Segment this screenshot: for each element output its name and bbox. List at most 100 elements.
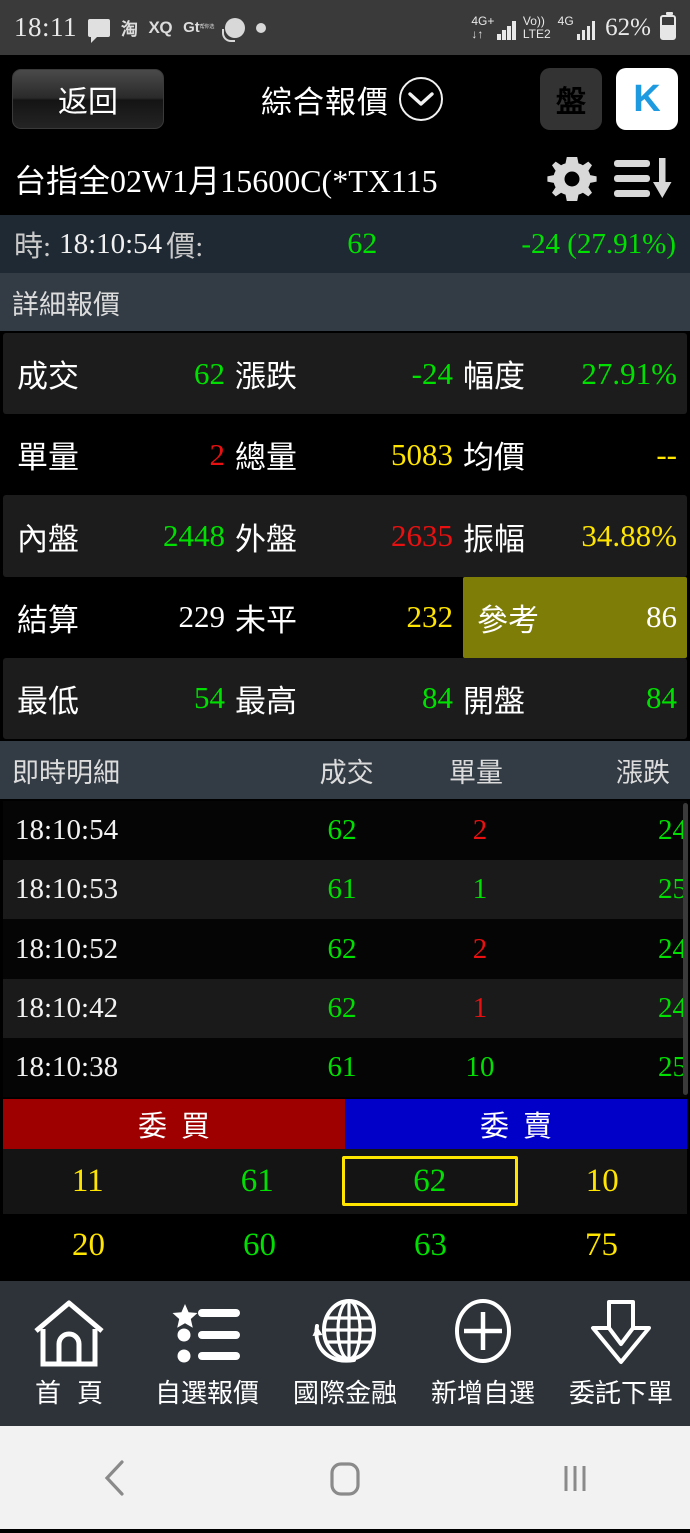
cell-label: 開盤 xyxy=(463,683,525,719)
list-item[interactable]: 18:10:52 62 2 24 xyxy=(3,919,687,979)
cell-label: 內盤 xyxy=(17,521,79,557)
toolbar-item-order[interactable]: 委託下單 xyxy=(552,1297,690,1410)
tick-change: 25 xyxy=(658,873,687,906)
tick-time-label: 時: xyxy=(14,231,52,263)
home-square-icon[interactable] xyxy=(230,1457,460,1499)
tick-volume: 1 xyxy=(472,873,488,906)
cell-value: 54 xyxy=(194,680,225,716)
toolbar-label: 委託下單 xyxy=(568,1379,673,1408)
list-item[interactable]: 18:10:42 62 1 24 xyxy=(3,978,687,1038)
bid-header: 委買 xyxy=(3,1099,345,1149)
cell-value: 229 xyxy=(178,599,226,635)
xq-icon: XQ xyxy=(148,17,173,37)
tick-price-label: 價: xyxy=(166,231,204,263)
back-button[interactable]: 返回 xyxy=(12,69,164,129)
toolbar-item-home[interactable]: 首頁 xyxy=(0,1297,138,1410)
chat-icon xyxy=(88,18,110,43)
ask-price-selected[interactable]: 62 xyxy=(342,1156,518,1207)
tick-volume: 10 xyxy=(465,1050,495,1083)
tick-price: 61 xyxy=(327,1050,357,1083)
bid-price: 61 xyxy=(240,1162,274,1199)
table-row[interactable]: 成交 62 漲跌 -24 幅度 27.91% xyxy=(3,333,687,415)
tick-change: 25 xyxy=(658,1050,687,1083)
realtime-tick-list[interactable]: 18:10:54 62 2 24 18:10:53 61 1 25 18:10:… xyxy=(0,799,690,1099)
page-title: 綜合報價 xyxy=(261,84,389,120)
bid-qty: 11 xyxy=(71,1162,104,1199)
status-clock: 18:11 xyxy=(14,12,77,42)
android-nav-bar xyxy=(0,1426,690,1529)
list-star-icon xyxy=(169,1297,245,1369)
cell-value: 2448 xyxy=(163,518,225,553)
detail-quote-grid: 成交 62 漲跌 -24 幅度 27.91% 單量 2 總量 5083 均價 -- 內盤 24… xyxy=(0,331,690,741)
list-item[interactable]: 18:10:38 61 10 25 xyxy=(3,1037,687,1098)
cell-value: 5083 xyxy=(391,436,453,472)
sort-list-icon[interactable] xyxy=(614,154,676,204)
kline-button[interactable]: K xyxy=(616,68,678,130)
cell-value: -24 xyxy=(411,355,453,391)
toolbar-item-add[interactable]: 新增自選 xyxy=(414,1297,552,1410)
reference-price-cell[interactable]: 參考 86 xyxy=(463,576,687,658)
status-bar-left: 18:11 淘 XQ Gt 帮你选 xyxy=(14,12,267,43)
signal-bars-icon-2 xyxy=(576,20,596,40)
cell-value: 62 xyxy=(194,355,225,391)
table-row[interactable]: 最低 54 最高 84 開盤 84 xyxy=(3,657,687,740)
ask-qty: 10 xyxy=(585,1162,619,1199)
table-row[interactable]: 單量 2 總量 5083 均價 -- xyxy=(3,414,687,496)
chevron-down-icon[interactable] xyxy=(399,77,443,121)
gear-icon[interactable] xyxy=(546,153,598,205)
tick-time-value: 18:10:54 xyxy=(59,227,163,260)
tick-price: 62 xyxy=(327,991,357,1024)
cell-label: 外盤 xyxy=(235,521,297,557)
cell-label: 未平 xyxy=(235,602,297,638)
page-title-group[interactable]: 綜合報價 xyxy=(164,77,540,122)
symbol-name[interactable]: 台指全02W1月15600C(*TX115 xyxy=(14,163,438,199)
tick-time: 18:10:52 xyxy=(15,932,119,965)
cell-label: 參考 xyxy=(477,602,539,638)
toolbar-label: 新增自選 xyxy=(430,1379,535,1408)
recents-icon[interactable] xyxy=(460,1457,690,1499)
cell-label: 漲跌 xyxy=(235,359,297,395)
toolbar-item-watchlist[interactable]: 自選報價 xyxy=(138,1297,276,1410)
cell-label: 幅度 xyxy=(463,359,525,395)
android-status-bar: 18:11 淘 XQ Gt 帮你选 4G+ ↓↑ Vo)) LTE2 4G 62% xyxy=(0,0,690,55)
bid-ask-header: 委買 委賣 xyxy=(3,1099,687,1149)
tick-volume: 1 xyxy=(472,991,488,1024)
cell-label: 成交 xyxy=(17,359,79,395)
tick-section-header: 即時明細 成交 單量 漲跌 xyxy=(0,741,690,799)
bid-ask-row[interactable]: 20 60 63 75 xyxy=(3,1213,687,1278)
table-row[interactable]: 結算 229 未平 232 參考 86 xyxy=(3,576,687,658)
cell-value: 84 xyxy=(646,680,677,716)
taobao-icon: 淘 xyxy=(121,20,138,39)
tick-change: 24 xyxy=(658,991,687,1024)
tick-time: 18:10:42 xyxy=(15,991,119,1024)
toolbar-label: 首頁 xyxy=(34,1379,119,1408)
column-header-price: 成交 xyxy=(319,757,374,788)
battery-icon xyxy=(660,12,676,40)
tick-time: 18:10:53 xyxy=(15,873,119,906)
cell-label: 均價 xyxy=(463,440,525,476)
ask-qty: 75 xyxy=(585,1227,618,1264)
app-top-navbar: 返回 綜合報價 盤 K xyxy=(0,55,690,143)
tick-change: 24 xyxy=(658,932,687,965)
tick-time: 18:10:38 xyxy=(15,1050,119,1083)
cell-value: 86 xyxy=(646,599,677,635)
list-item[interactable]: 18:10:53 61 1 25 xyxy=(3,860,687,920)
bottom-toolbar: 首頁 自選報價 xyxy=(0,1281,690,1426)
tick-section-title: 即時明細 xyxy=(12,757,120,788)
tick-time: 18:10:54 xyxy=(15,814,119,847)
plus-circle-icon xyxy=(445,1297,521,1369)
list-item[interactable]: 18:10:54 62 2 24 xyxy=(3,801,687,861)
toolbar-label: 自選報價 xyxy=(154,1379,259,1408)
table-row[interactable]: 內盤 2448 外盤 2635 振幅 34.88% xyxy=(3,495,687,577)
toolbar-label: 國際金融 xyxy=(292,1379,397,1408)
latest-tick-bar: 時: 18:10:54 價: 62 -24 (27.91%) xyxy=(0,215,690,273)
market-board-button[interactable]: 盤 xyxy=(540,68,602,130)
cell-label: 最低 xyxy=(17,683,79,719)
bid-ask-row[interactable]: 11 61 62 10 xyxy=(3,1149,687,1214)
home-icon xyxy=(31,1297,107,1369)
toolbar-item-global[interactable]: 國際金融 xyxy=(276,1297,414,1410)
cell-label: 最高 xyxy=(235,683,297,719)
tick-list-scrollbar[interactable] xyxy=(683,803,688,1095)
back-chevron-icon[interactable] xyxy=(0,1457,230,1499)
